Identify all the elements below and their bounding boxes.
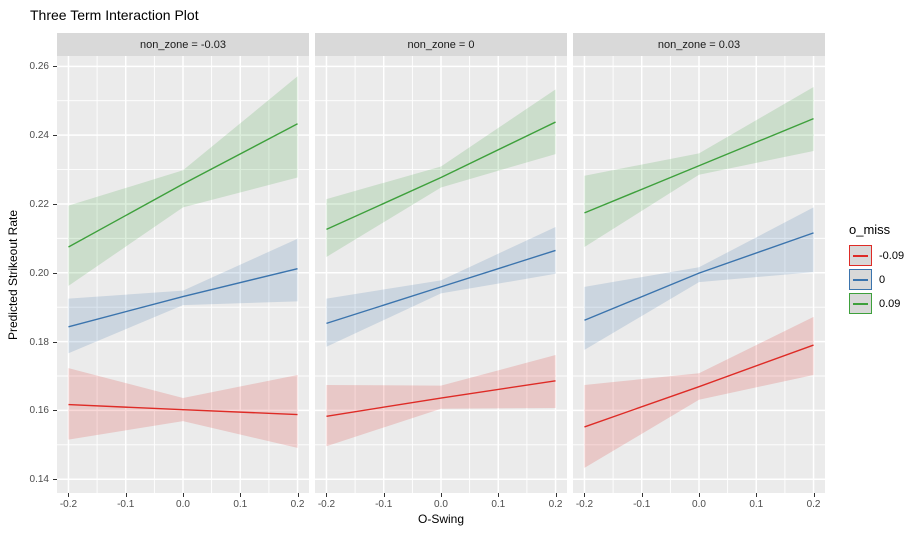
confidence-ribbon-0.09: [584, 86, 814, 247]
y-tick-mark: [53, 479, 57, 481]
facet-strip-label: non_zone = 0: [407, 38, 475, 51]
x-tick-label: 0.1: [233, 499, 248, 510]
plot-title: Three Term Interaction Plot: [30, 7, 199, 23]
x-tick-mark: [584, 493, 586, 497]
x-tick-label: 0.2: [806, 499, 821, 510]
x-tick-mark: [641, 493, 643, 497]
legend-entries: -0.09 0 0.09: [849, 244, 904, 315]
y-tick-label: 0.22: [29, 198, 49, 210]
trend-line-0: [584, 232, 814, 321]
x-tick-mark: [183, 493, 184, 497]
x-tick-label: -0.2: [575, 499, 594, 510]
facet-panel: [315, 56, 567, 493]
y-tick-mark: [53, 203, 57, 205]
legend-entry: 0.09: [849, 292, 904, 315]
trend-line--0.09: [584, 344, 814, 428]
confidence-ribbon--0.09: [68, 368, 298, 448]
facet-panel: [573, 56, 825, 493]
confidence-ribbon-0: [584, 207, 814, 350]
y-tick-label: 0.14: [29, 474, 49, 486]
x-tick-label: 0.1: [749, 499, 764, 510]
trend-line-0.09: [68, 123, 298, 248]
x-tick-label: 0.1: [491, 499, 506, 510]
legend-key-line-icon: [853, 302, 868, 305]
trend-line-0.09: [584, 117, 814, 214]
y-tick-label: 0.16: [29, 405, 49, 417]
x-axis-title: O-Swing: [417, 512, 464, 526]
x-tick-label: -0.1: [633, 499, 651, 510]
x-tick-mark: [383, 493, 385, 497]
legend: o_miss -0.09 0 0.09: [849, 222, 904, 316]
facet-strip-label: non_zone = 0.03: [657, 38, 741, 51]
legend-label: -0.09: [879, 249, 905, 262]
x-tick-label: -0.2: [59, 499, 78, 510]
x-tick-label: -0.1: [375, 499, 393, 510]
trend-line-0.09: [326, 121, 556, 231]
x-tick-mark: [555, 493, 557, 497]
x-tick-label: -0.2: [317, 499, 336, 510]
legend-entry: 0: [849, 268, 904, 291]
legend-key-line-icon: [853, 254, 868, 257]
y-tick-mark: [53, 341, 57, 343]
facet-strip: non_zone = -0.03: [57, 33, 309, 56]
y-tick-label: 0.26: [29, 61, 49, 73]
x-tick-mark: [125, 493, 127, 497]
y-tick-mark: [53, 410, 57, 412]
confidence-ribbon-0.09: [68, 76, 298, 286]
legend-key-icon: [849, 293, 872, 314]
x-tick-mark: [297, 493, 299, 497]
x-tick-mark: [441, 493, 442, 497]
facet-strip: non_zone = 0.03: [573, 33, 825, 56]
x-tick-mark: [326, 493, 328, 497]
x-tick-mark: [240, 493, 242, 497]
x-tick-label: 0.2: [290, 499, 305, 510]
y-tick-label: 0.24: [29, 130, 49, 142]
y-tick-label: 0.20: [29, 267, 49, 279]
facet-strip-label: non_zone = -0.03: [140, 38, 226, 51]
legend-label: 0: [879, 273, 886, 286]
x-tick-mark: [498, 493, 500, 497]
x-tick-label: 0.0: [434, 499, 448, 510]
legend-key-icon: [849, 269, 872, 290]
x-tick-mark: [756, 493, 758, 497]
y-tick-mark: [53, 272, 57, 274]
trend-line-0: [68, 267, 298, 328]
legend-label: 0.09: [879, 297, 901, 310]
confidence-ribbon--0.09: [584, 316, 814, 468]
x-tick-mark: [699, 493, 700, 497]
legend-title: o_miss: [849, 222, 891, 237]
trend-line--0.09: [326, 380, 556, 417]
y-tick-mark: [53, 135, 57, 137]
confidence-ribbon-0.09: [326, 89, 556, 257]
trend-line--0.09: [68, 403, 298, 416]
y-tick-label: 0.18: [29, 336, 49, 348]
y-tick-mark: [53, 66, 57, 68]
x-tick-label: 0.0: [176, 499, 190, 510]
x-tick-mark: [813, 493, 815, 497]
facet-strip: non_zone = 0: [315, 33, 567, 56]
facet-panel: [57, 56, 309, 493]
confidence-ribbon--0.09: [326, 355, 556, 447]
legend-entry: -0.09: [849, 244, 904, 267]
legend-key-icon: [849, 245, 872, 266]
legend-key-line-icon: [853, 278, 868, 281]
trend-line-0: [326, 249, 556, 325]
x-tick-label: 0.2: [548, 499, 563, 510]
x-tick-mark: [68, 493, 70, 497]
x-tick-label: -0.1: [117, 499, 135, 510]
x-tick-label: 0.0: [692, 499, 706, 510]
